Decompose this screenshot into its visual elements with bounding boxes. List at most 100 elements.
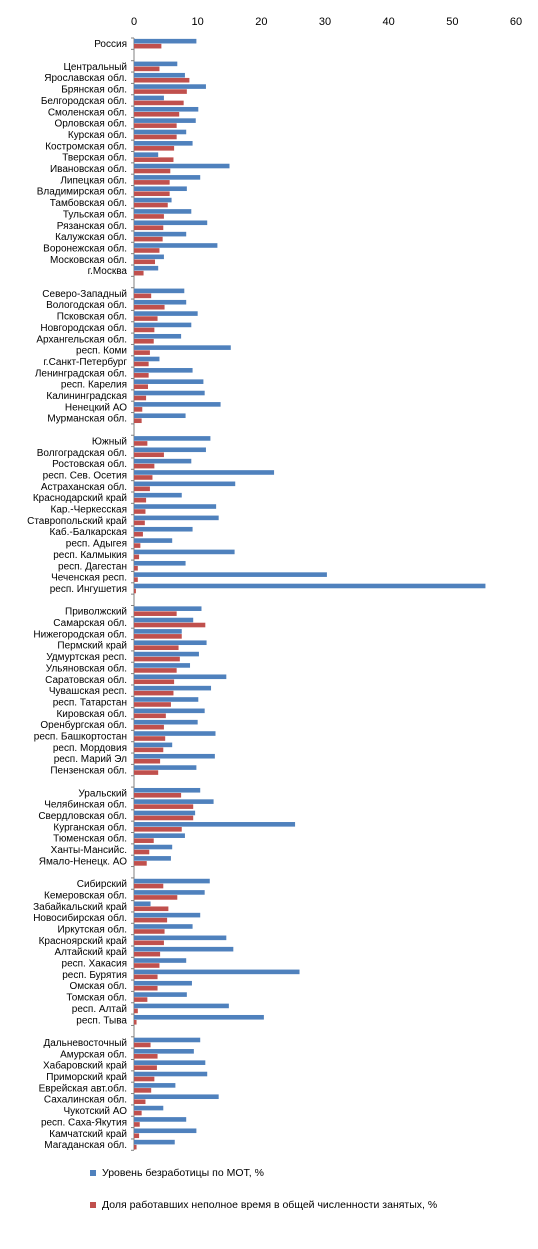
bar-unemployment <box>134 810 196 816</box>
category-label: Новгородская обл. <box>40 322 127 334</box>
bar-unemployment <box>134 106 199 112</box>
bar-unemployment <box>134 912 201 918</box>
bar-part-time <box>134 418 142 424</box>
bar-part-time <box>134 304 165 310</box>
category-label: Ставропольский край <box>27 516 127 527</box>
bar-unemployment <box>134 95 164 101</box>
bar-unemployment <box>134 878 210 884</box>
category-label: респ. Коми <box>76 346 127 357</box>
category-label: Курская обл. <box>68 129 127 141</box>
category-label: Белгородская обл. <box>41 95 127 107</box>
category-label: Ямало-Ненецк. АО <box>39 856 127 867</box>
bar-part-time <box>134 1088 152 1093</box>
bar-part-time <box>134 441 148 446</box>
x-tick-label: 20 <box>255 16 267 28</box>
category-label: Уральский <box>78 788 127 799</box>
category-label: респ. Дагестан <box>58 561 127 572</box>
category-label: Чеченская респ. <box>51 573 127 584</box>
category-label: Архангельская обл. <box>36 333 127 345</box>
bar-unemployment <box>134 629 182 634</box>
category-label: Северо-Западный <box>42 289 127 300</box>
bar-unemployment <box>134 61 178 67</box>
category-label: Новосибирская обл. <box>33 912 127 924</box>
category-label: Челябинская обл. <box>44 799 127 811</box>
category-label: Хабаровский край <box>43 1060 127 1072</box>
bar-part-time <box>134 463 155 469</box>
category-label: Тверская обл. <box>62 152 127 164</box>
legend-label-unemployment: Уровень безработицы по МОТ, % <box>102 1167 264 1179</box>
bar-unemployment <box>134 640 207 646</box>
bar-part-time <box>134 168 171 174</box>
category-label: Иркутская обл. <box>57 923 127 935</box>
bar-unemployment <box>134 1128 197 1134</box>
bar-unemployment <box>134 333 182 339</box>
legend-swatch-blue <box>90 1170 96 1176</box>
bar-part-time <box>134 361 149 367</box>
category-label: респ. Сев. Осетия <box>43 470 127 481</box>
bar-unemployment <box>134 708 205 714</box>
category-label: Пензенская обл. <box>50 765 127 777</box>
x-tick-label: 50 <box>446 16 458 28</box>
bar-unemployment <box>134 856 171 861</box>
bar-unemployment <box>134 969 300 975</box>
bar-part-time <box>134 690 174 696</box>
bar-unemployment <box>134 458 192 464</box>
category-label: респ. Саха-Якутия <box>41 1117 127 1128</box>
bar-part-time <box>134 191 170 197</box>
bar-unemployment <box>134 572 327 577</box>
bar-part-time <box>134 611 177 616</box>
bar-unemployment <box>134 197 172 203</box>
bar-unemployment <box>134 742 173 748</box>
bar-unemployment <box>134 175 201 180</box>
x-tick-label: 60 <box>510 16 522 28</box>
bar-part-time <box>134 452 164 458</box>
category-label: Алтайский край <box>54 947 127 958</box>
x-tick-label: 10 <box>192 16 204 28</box>
category-label: Амурская обл. <box>60 1048 127 1060</box>
category-label: Россия <box>94 39 127 50</box>
category-label: Липецкая обл. <box>60 174 127 186</box>
bar-part-time <box>134 736 166 741</box>
category-label: Волгоградская обл. <box>37 447 127 459</box>
category-label: Тульская обл. <box>63 208 127 220</box>
category-label: Каб.-Балкарская <box>50 526 127 538</box>
category-label: Нижегородская обл. <box>33 628 127 640</box>
bar-part-time <box>134 895 178 900</box>
bar-part-time <box>134 770 159 775</box>
bar-unemployment <box>134 345 231 350</box>
bar-unemployment <box>134 356 160 362</box>
category-label: Дальневосточный <box>43 1038 127 1049</box>
category-label: Сибирский <box>77 878 127 890</box>
category-label: г.Москва <box>88 266 128 277</box>
category-label: Рязанская обл. <box>57 220 127 232</box>
legend-swatch-red <box>90 1202 96 1208</box>
category-label: Вологодская обл. <box>46 299 127 311</box>
bar-unemployment <box>134 617 194 623</box>
category-label: респ. Бурятия <box>62 970 127 981</box>
bar-part-time <box>134 588 136 594</box>
bar-part-time <box>134 407 143 412</box>
bar-unemployment <box>134 84 206 89</box>
bar-unemployment <box>134 719 198 725</box>
bar-part-time <box>134 906 169 912</box>
bar-unemployment <box>134 163 230 169</box>
category-label: Еврейская авт.обл. <box>39 1082 127 1094</box>
bar-part-time <box>134 1144 137 1150</box>
bar-part-time <box>134 475 153 480</box>
bar-part-time <box>134 531 143 537</box>
bar-unemployment <box>134 402 221 407</box>
bar-unemployment <box>134 799 214 804</box>
bar-part-time <box>134 180 170 185</box>
bar-unemployment <box>134 549 235 555</box>
bar-part-time <box>134 929 165 934</box>
category-label: Ростовская обл. <box>52 458 127 470</box>
bar-part-time <box>134 713 166 719</box>
bar-unemployment <box>134 390 205 396</box>
category-label: Саратовская обл. <box>45 674 127 686</box>
x-tick-label: 30 <box>319 16 331 28</box>
category-label: Центральный <box>63 62 127 73</box>
bar-unemployment <box>134 368 193 373</box>
bar-part-time <box>134 940 164 946</box>
bar-part-time <box>134 146 175 151</box>
bar-unemployment <box>134 1049 194 1054</box>
